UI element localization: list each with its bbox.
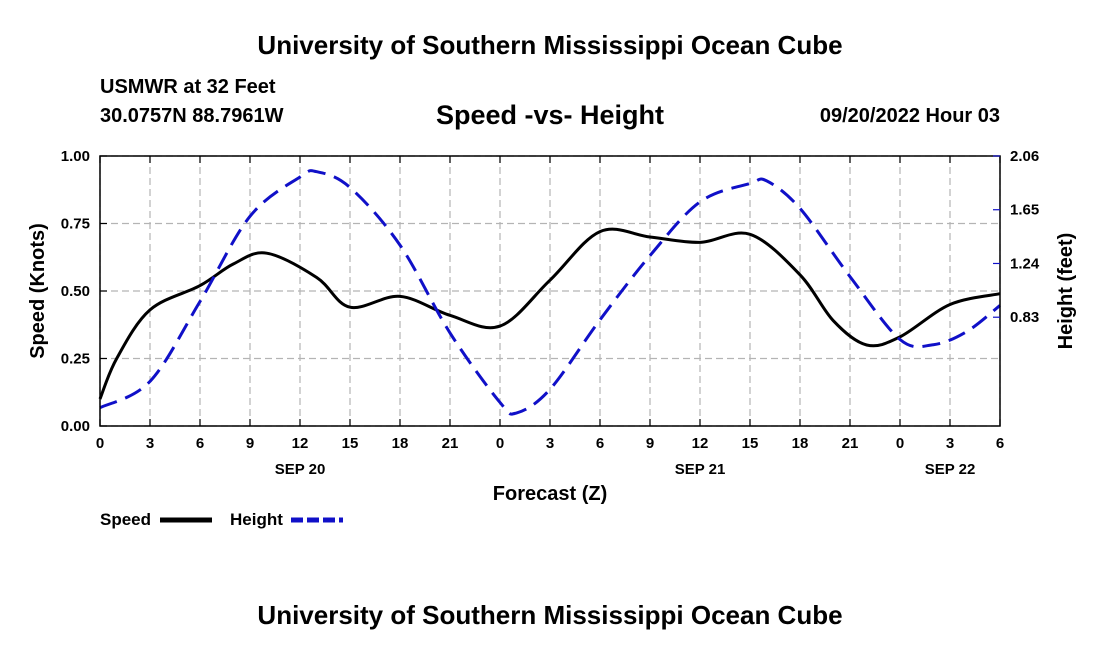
grid-layer: [99, 155, 1001, 427]
x-tick-label: 21: [442, 435, 459, 452]
station-name: USMWR at 32 Feet: [100, 76, 276, 98]
x-tick-label: 0: [96, 435, 104, 452]
date-label: SEP 21: [675, 461, 726, 478]
x-tick-label: 21: [842, 435, 859, 452]
x-tick-label: 3: [946, 435, 954, 452]
y-tick-label-left: 0.00: [61, 418, 90, 435]
x-tick-label: 18: [392, 435, 409, 452]
y-tick-label-right: 1.24: [1010, 255, 1040, 272]
y-tick-label-left: 0.75: [61, 216, 90, 233]
y-axis-label-left: Speed (Knots): [27, 223, 49, 359]
x-tick-label: 3: [546, 435, 554, 452]
x-tick-label: 0: [896, 435, 904, 452]
x-tick-label: 18: [792, 435, 809, 452]
y-tick-label-left: 1.00: [61, 148, 90, 165]
x-tick-label: 6: [996, 435, 1004, 452]
x-tick-label: 3: [146, 435, 154, 452]
x-tick-label: 12: [292, 435, 309, 452]
chart-title: Speed -vs- Height: [435, 100, 665, 130]
series-line-speed: [98, 227, 1001, 400]
x-tick-label: 9: [246, 435, 254, 452]
x-axis-label: Forecast (Z): [493, 483, 607, 505]
legend-label-speed: Speed: [100, 510, 151, 529]
station-coordinates: 30.0757N 88.7961W: [100, 105, 284, 127]
y-tick-label-left: 0.50: [61, 283, 90, 300]
legend-label-height: Height: [230, 510, 283, 529]
y-tick-label-right: 1.65: [1010, 202, 1039, 219]
legend: Speed Height: [100, 510, 343, 529]
date-label: SEP 22: [925, 461, 976, 478]
axis-layer: 0 3 6 9 12 15 18 21 0 3 6 9 12 15 18 21 0 3 6 SEP 20 SEP 21 S…: [61, 148, 1040, 478]
series-layer: [98, 169, 1001, 416]
x-tick-label: 6: [196, 435, 204, 452]
date-label: SEP 20: [275, 461, 326, 478]
y-tick-label-right: 2.06: [1010, 148, 1039, 165]
y-tick-label-left: 0.25: [61, 351, 90, 368]
x-tick-label: 9: [646, 435, 654, 452]
x-tick-label: 15: [342, 435, 359, 452]
footer-title: University of Southern Mississippi Ocean…: [257, 600, 843, 630]
y-axis-label-right: Height (feet): [1055, 233, 1077, 350]
chart-time-label: 09/20/2022 Hour 03: [819, 105, 1000, 127]
x-tick-label: 6: [596, 435, 604, 452]
main-title: University of Southern Mississippi Ocean…: [257, 30, 843, 60]
x-tick-label: 12: [692, 435, 709, 452]
series-line-height: [99, 169, 1001, 416]
y-tick-label-right: 0.83: [1010, 309, 1039, 326]
x-tick-label: 15: [742, 435, 759, 452]
x-tick-label: 0: [496, 435, 504, 452]
